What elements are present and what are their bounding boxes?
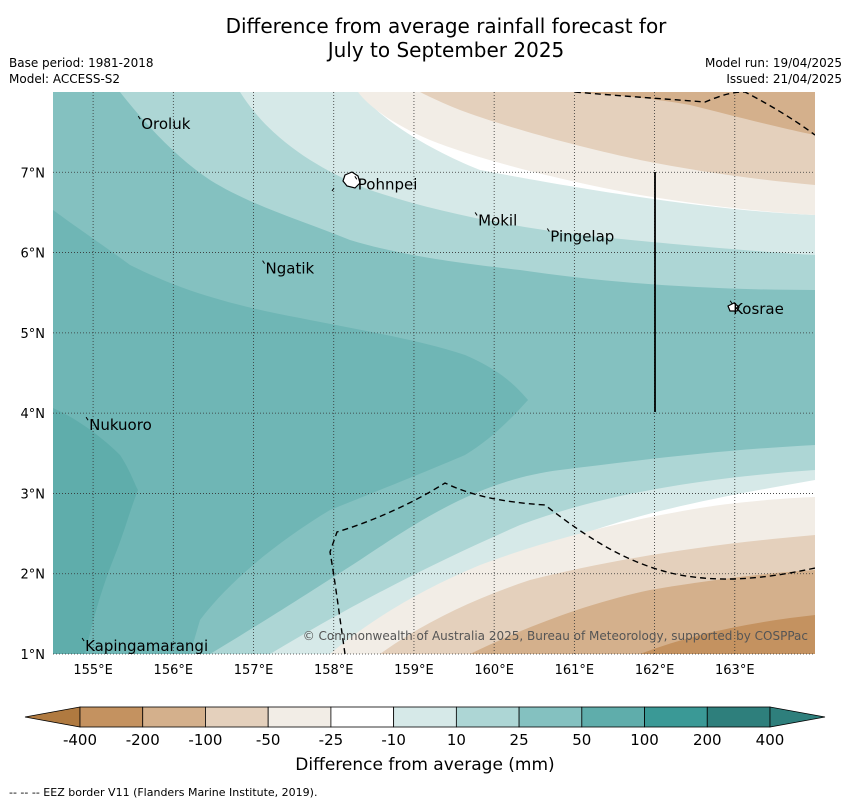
lat-tick-label: 5°N [21, 327, 46, 342]
lat-tick-label: 7°N [21, 166, 46, 181]
colorbar-tick-label: -50 [256, 731, 281, 749]
colorbar-tick-label: -10 [381, 731, 406, 749]
zone-minus50-100 [570, 92, 815, 135]
islet-mark-icon [331, 187, 335, 192]
lon-tick-label: 162°E [635, 663, 675, 678]
colorbar-tick-label: -100 [188, 731, 222, 749]
colorbar-swatch [330, 706, 395, 728]
place-marker [729, 300, 733, 305]
colorbar-tick-label: 50 [572, 731, 591, 749]
colorbar-tick-label: 25 [510, 731, 529, 749]
place-marker [354, 176, 358, 180]
place-label-mokil: Mokil [478, 211, 517, 229]
place-marker [474, 212, 478, 216]
lat-tick-label: 1°N [21, 648, 46, 663]
zone-100-200-inner [53, 210, 528, 654]
kosrae-island-icon [727, 302, 740, 312]
lon-tick-label: 161°E [555, 663, 595, 678]
latitude-ticks: 1°N 2°N 3°N 4°N 5°N 6°N 7°N [21, 166, 46, 663]
colorbar-tick-label: -200 [126, 731, 160, 749]
eez-border [329, 92, 815, 654]
colorbar-swatch [518, 706, 583, 728]
eez-border-south [329, 482, 815, 654]
zone-minus100-200-south [640, 615, 815, 654]
place-marker [81, 637, 85, 642]
colorbar-label: Difference from average (mm) [295, 755, 555, 775]
issued-date: Issued: 21/04/2025 [726, 72, 842, 86]
colorbar-tick-label: 10 [447, 731, 466, 749]
place-label-kosrae: Kosrae [733, 300, 784, 318]
copyright-text: © Commonwealth of Australia 2025, Bureau… [303, 629, 808, 643]
title-line-2: July to September 2025 [327, 38, 565, 62]
lat-tick-label: 2°N [21, 568, 46, 583]
place-label-ngatik: Ngatik [266, 260, 315, 278]
map-title: Difference from average rainfall forecas… [0, 14, 850, 62]
place-label-oroluk: Oroluk [141, 115, 190, 133]
colorbar-swatch [455, 706, 520, 728]
lat-tick-label: 6°N [21, 247, 46, 262]
eez-border-north [574, 92, 815, 136]
colorbar-swatch [142, 706, 206, 728]
lon-tick-label: 156°E [154, 663, 194, 678]
place-marker [546, 228, 550, 232]
colorbar-arrow-right [769, 706, 826, 728]
zone-100-200 [53, 408, 138, 654]
lon-tick-label: 155°E [73, 663, 113, 678]
longitude-ticks: 155°E 156°E 157°E 158°E 159°E 160°E 161°E 162°E… [73, 663, 754, 678]
model-name: Model: ACCESS-S2 [9, 72, 121, 86]
title-line-1: Difference from average rainfall forecas… [225, 14, 667, 38]
zone-minus25-50 [420, 92, 815, 185]
lon-tick-label: 160°E [474, 663, 514, 678]
place-marker [85, 416, 89, 421]
colorbar-tick-label: 200 [693, 731, 722, 749]
colorbar-swatch [581, 706, 645, 728]
lat-tick-label: 3°N [21, 487, 46, 502]
colorbar-tick-label: -400 [63, 731, 97, 749]
place-label-pohnpei: Pohnpei [358, 175, 418, 193]
graticule [53, 92, 815, 655]
place-marker [262, 260, 265, 264]
place-label-pingelap: Pingelap [550, 228, 614, 246]
colorbar: -400 -200 -100 -50 -25 -10 10 25 50 100 200 400 [24, 706, 826, 749]
lat-tick-label: 4°N [21, 407, 46, 422]
eez-legend-note: -- -- -- EEZ border V11 (Flanders Marine… [9, 786, 318, 799]
place-label-nukuoro: Nukuoro [89, 416, 152, 434]
colorbar-swatch [267, 706, 332, 728]
model-info: Base period: 1981-2018 Model: ACCESS-S2 [9, 55, 154, 87]
lon-tick-label: 163°E [715, 663, 755, 678]
place-labels: Oroluk Pohnpei Mokil Pingelap Ngatik Kosrae Nu… [81, 115, 784, 655]
forecast-shading [53, 92, 815, 654]
colorbar-tick-label: 400 [756, 731, 785, 749]
colorbar-tick-label: -25 [319, 731, 344, 749]
base-period: Base period: 1981-2018 [9, 56, 154, 70]
colorbar-swatch [79, 706, 144, 728]
colorbar-arrow-left [24, 706, 81, 728]
model-run: Model run: 19/04/2025 [704, 56, 842, 70]
colorbar-swatch [393, 706, 457, 728]
lon-tick-label: 159°E [394, 663, 434, 678]
colorbar-swatch [644, 706, 708, 728]
run-info: Model run: 19/04/2025 Issued: 21/04/2025 [705, 55, 842, 87]
lon-tick-label: 158°E [314, 663, 354, 678]
colorbar-swatch [205, 706, 269, 728]
colorbar-swatch [706, 706, 771, 728]
place-marker [137, 115, 141, 120]
colorbar-tick-label: 100 [630, 731, 659, 749]
place-label-kapingamarangi: Kapingamarangi [85, 637, 208, 655]
pohnpei-island-icon [342, 171, 361, 189]
lon-tick-label: 157°E [234, 663, 274, 678]
